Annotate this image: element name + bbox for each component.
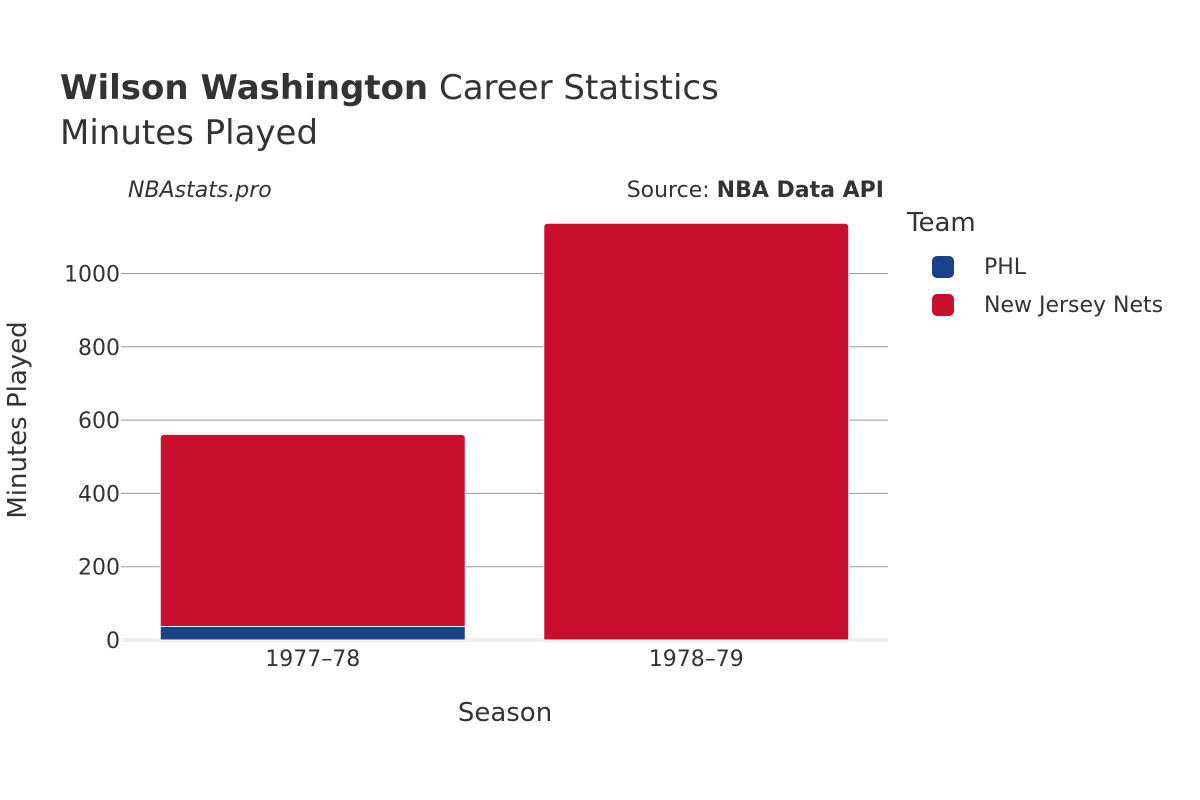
source-prefix: Source: <box>626 178 717 203</box>
site-credit: NBAstats.pro <box>128 178 272 203</box>
legend-item-new-jersey-nets[interactable]: New Jersey Nets <box>907 286 1163 324</box>
legend-label-new-jersey-nets: New Jersey Nets <box>984 292 1164 318</box>
bar-segment[interactable] <box>543 222 850 641</box>
source-credit: Source: NBA Data API <box>627 178 884 203</box>
legend-swatch-new-jersey-nets <box>932 294 954 316</box>
y-tick-labels: 0 200 400 600 800 1000 <box>64 263 120 655</box>
y-tick-label: 600 <box>78 409 120 434</box>
legend-label-phl: PHL <box>984 254 1027 280</box>
x-tick-label: 1977–78 <box>265 647 360 672</box>
chart-title-rest: Career Statistics <box>428 68 719 108</box>
x-axis-title: Season <box>458 698 552 728</box>
legend-item-phl[interactable]: PHL <box>907 248 1163 286</box>
y-tick-label: 400 <box>78 482 120 507</box>
chart-title-player: Wilson Washington <box>60 68 429 108</box>
y-tick-label: 800 <box>78 336 120 361</box>
source-name: NBA Data API <box>716 178 884 203</box>
x-tick-labels: 1977–78 1978–79 <box>265 647 743 672</box>
chart-subtitle: Minutes Played <box>60 113 319 153</box>
x-tick-label: 1978–79 <box>649 647 744 672</box>
bar-segment[interactable] <box>159 433 466 627</box>
y-axis-title: Minutes Played <box>3 321 33 518</box>
y-tick-label: 1000 <box>64 263 120 288</box>
legend-swatch-phl <box>932 256 954 278</box>
bars <box>159 222 850 641</box>
bar-segment[interactable] <box>159 625 466 641</box>
chart-title: Wilson Washington Career Statistics <box>60 68 719 108</box>
y-tick-label: 0 <box>106 629 120 654</box>
y-tick-label: 200 <box>78 556 120 581</box>
legend-title: Team <box>907 208 976 238</box>
legend: Team PHL New Jersey Nets <box>907 208 1163 324</box>
